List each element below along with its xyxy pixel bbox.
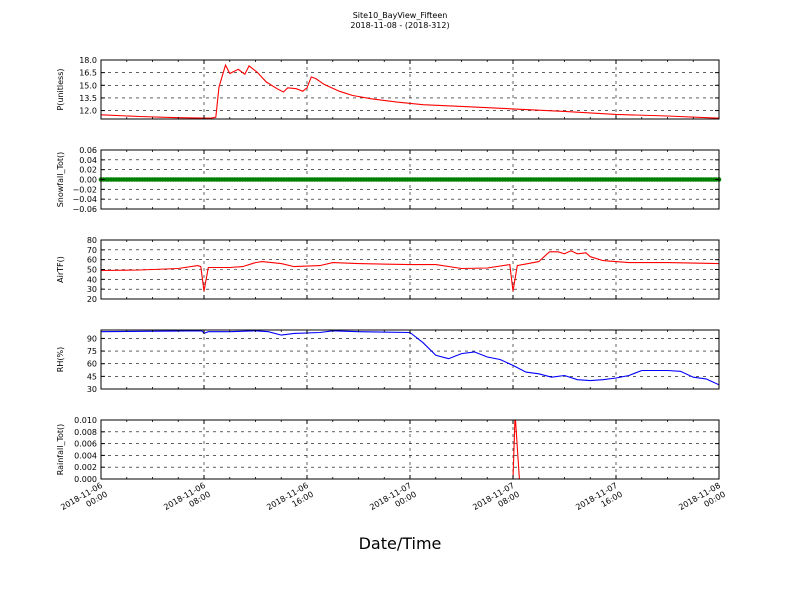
y-tick-label: 0.02 xyxy=(79,166,97,175)
y-tick-label: 0.00 xyxy=(79,176,97,185)
panel-2: −0.06−0.04−0.020.000.020.040.06 Snowfall_… xyxy=(56,146,722,214)
y-tick-label: 60 xyxy=(87,256,97,265)
y-axis-label: AirTF() xyxy=(56,256,65,283)
panel-4: 30 45 60 75 90 RH(%) xyxy=(56,329,720,394)
y-tick-label: −0.02 xyxy=(72,185,97,194)
series-line xyxy=(101,63,719,119)
series-line xyxy=(101,330,719,386)
y-axis-label: RH(%) xyxy=(56,347,65,372)
y-tick-label: 0.006 xyxy=(74,440,97,449)
y-tick-label: 50 xyxy=(87,266,97,275)
y-tick-label: 90 xyxy=(87,334,97,343)
y-tick-label: 80 xyxy=(87,236,97,245)
panel-1: 12.0 13.5 15.0 16.5 18.0 P(unitless) xyxy=(56,56,720,120)
y-tick-label: 30 xyxy=(87,285,97,294)
panel-5: 0.000 0.002 0.004 0.006 0.008 0.010 Rainfall_T… xyxy=(56,416,720,484)
y-tick-label: 18.0 xyxy=(79,56,97,65)
y-tick-label: 0.04 xyxy=(79,156,97,165)
chart-subtitle: 2018-11-08 - (2018-312) xyxy=(350,21,450,30)
x-axis-label: Date/Time xyxy=(358,534,442,553)
y-tick-label: 45 xyxy=(87,372,97,381)
y-tick-label: 0.06 xyxy=(79,146,97,155)
chart-title: Site10_BayView_Fifteen xyxy=(352,11,448,20)
y-tick-label: 13.5 xyxy=(79,94,97,103)
y-tick-label: −0.06 xyxy=(72,205,97,214)
y-tick-label: 0.000 xyxy=(74,475,97,484)
y-tick-label: 0.004 xyxy=(74,451,97,460)
series-line xyxy=(101,250,719,292)
y-tick-label: 0.010 xyxy=(74,416,97,425)
y-axis-label: Rainfall_Tot() xyxy=(56,424,65,476)
y-tick-label: 0.002 xyxy=(74,463,97,472)
y-tick-label: 60 xyxy=(87,360,97,369)
y-tick-label: −0.04 xyxy=(72,195,97,204)
y-tick-label: 70 xyxy=(87,246,97,255)
y-tick-label: 16.5 xyxy=(79,69,97,78)
y-axis-label: P(unitless) xyxy=(56,68,65,110)
y-tick-label: 40 xyxy=(87,275,97,284)
y-tick-label: 12.0 xyxy=(79,107,97,116)
y-tick-label: 75 xyxy=(87,347,97,356)
y-tick-label: 15.0 xyxy=(79,81,97,90)
y-tick-label: 20 xyxy=(87,295,97,304)
y-tick-label: 30 xyxy=(87,385,97,394)
y-axis-label: Snowfall_Tot() xyxy=(56,152,65,208)
y-tick-label: 0.008 xyxy=(74,428,97,437)
